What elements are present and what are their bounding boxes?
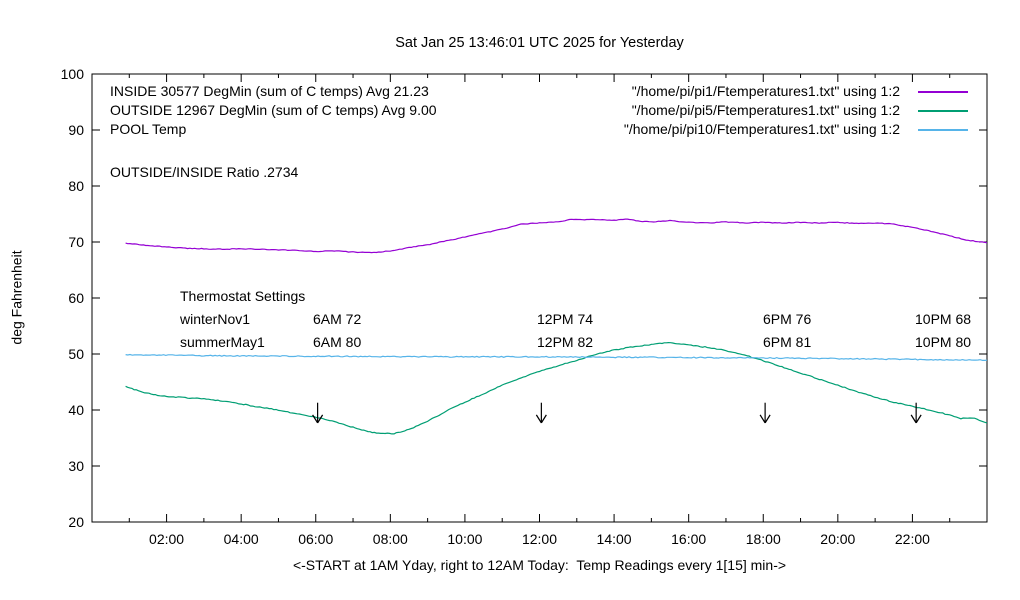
thermostat-arrowhead <box>312 414 319 424</box>
x-tick-label: 10:00 <box>447 531 483 547</box>
y-tick-label: 20 <box>68 514 84 530</box>
thermostat-cell: 6PM 81 <box>763 334 812 350</box>
x-axis-label: <-START at 1AM Yday, right to 12AM Today… <box>292 557 787 573</box>
thermostat-cell: 6AM 72 <box>313 311 362 327</box>
plot-frame <box>91 73 988 523</box>
x-tick-label: 08:00 <box>372 531 408 547</box>
x-tick-label: 06:00 <box>298 531 334 547</box>
chart-title: Sat Jan 25 13:46:01 UTC 2025 for Yesterd… <box>395 35 684 51</box>
thermostat-arrowhead <box>759 414 766 424</box>
thermostat-cell: 10PM 68 <box>915 311 972 327</box>
y-tick-label: 40 <box>68 402 84 418</box>
legend-file-outside: "/home/pi/pi5/Ftemperatures1.txt" using … <box>631 102 900 118</box>
y-tick-label: 50 <box>68 346 84 362</box>
x-tick-label: 14:00 <box>596 531 632 547</box>
thermostat-cell: 6AM 80 <box>313 334 362 350</box>
thermostat-arrowhead <box>764 414 771 424</box>
legend-file-pool: "/home/pi/pi10/Ftemperatures1.txt" using… <box>623 121 900 137</box>
thermostat-heading: Thermostat Settings <box>180 288 306 304</box>
x-tick-label: 18:00 <box>745 531 781 547</box>
series-line-inside <box>125 218 988 254</box>
thermostat-row-label: summerMay1 <box>180 334 265 350</box>
y-tick-label: 70 <box>68 234 84 250</box>
legend-swatch-pool <box>918 129 968 131</box>
x-tick-label: 02:00 <box>149 531 185 547</box>
thermostat-arrowhead <box>317 414 324 424</box>
x-tick-label: 22:00 <box>894 531 930 547</box>
thermostat-cell: 6PM 76 <box>763 311 812 327</box>
series-line-pool <box>125 353 988 361</box>
legend-file-inside: "/home/pi/pi1/Ftemperatures1.txt" using … <box>631 83 900 99</box>
y-tick-label: 90 <box>68 122 84 138</box>
thermostat-arrowhead <box>535 414 542 424</box>
x-tick-label: 12:00 <box>521 531 558 547</box>
thermostat-arrowhead <box>910 414 917 424</box>
y-tick-label: 80 <box>68 178 84 194</box>
thermostat-row-label: winterNov1 <box>180 311 251 327</box>
y-tick-label: 60 <box>68 290 84 306</box>
thermostat-cell: 12PM 74 <box>537 311 594 327</box>
y-tick-label: 100 <box>60 66 84 82</box>
thermostat-cell: 10PM 80 <box>915 334 972 350</box>
legend-label-inside: INSIDE 30577 DegMin (sum of C temps) Avg… <box>110 83 429 99</box>
y-axis-label: deg Fahrenheit <box>8 250 25 345</box>
thermostat-arrowhead <box>540 414 547 424</box>
x-tick-label: 04:00 <box>223 531 259 547</box>
legend-label-pool: POOL Temp <box>110 121 187 137</box>
legend-swatch-inside <box>918 91 968 93</box>
x-tick-label: 16:00 <box>671 531 707 547</box>
thermostat-cell: 12PM 82 <box>537 334 594 350</box>
legend-swatch-outside <box>918 110 968 112</box>
y-tick-label: 30 <box>68 458 84 474</box>
x-tick-label: 20:00 <box>820 531 856 547</box>
thermostat-arrowhead <box>915 414 922 424</box>
ratio-note: OUTSIDE/INSIDE Ratio .2734 <box>110 164 299 180</box>
series-line-outside <box>125 341 988 435</box>
legend-label-outside: OUTSIDE 12967 DegMin (sum of C temps) Av… <box>110 102 437 118</box>
